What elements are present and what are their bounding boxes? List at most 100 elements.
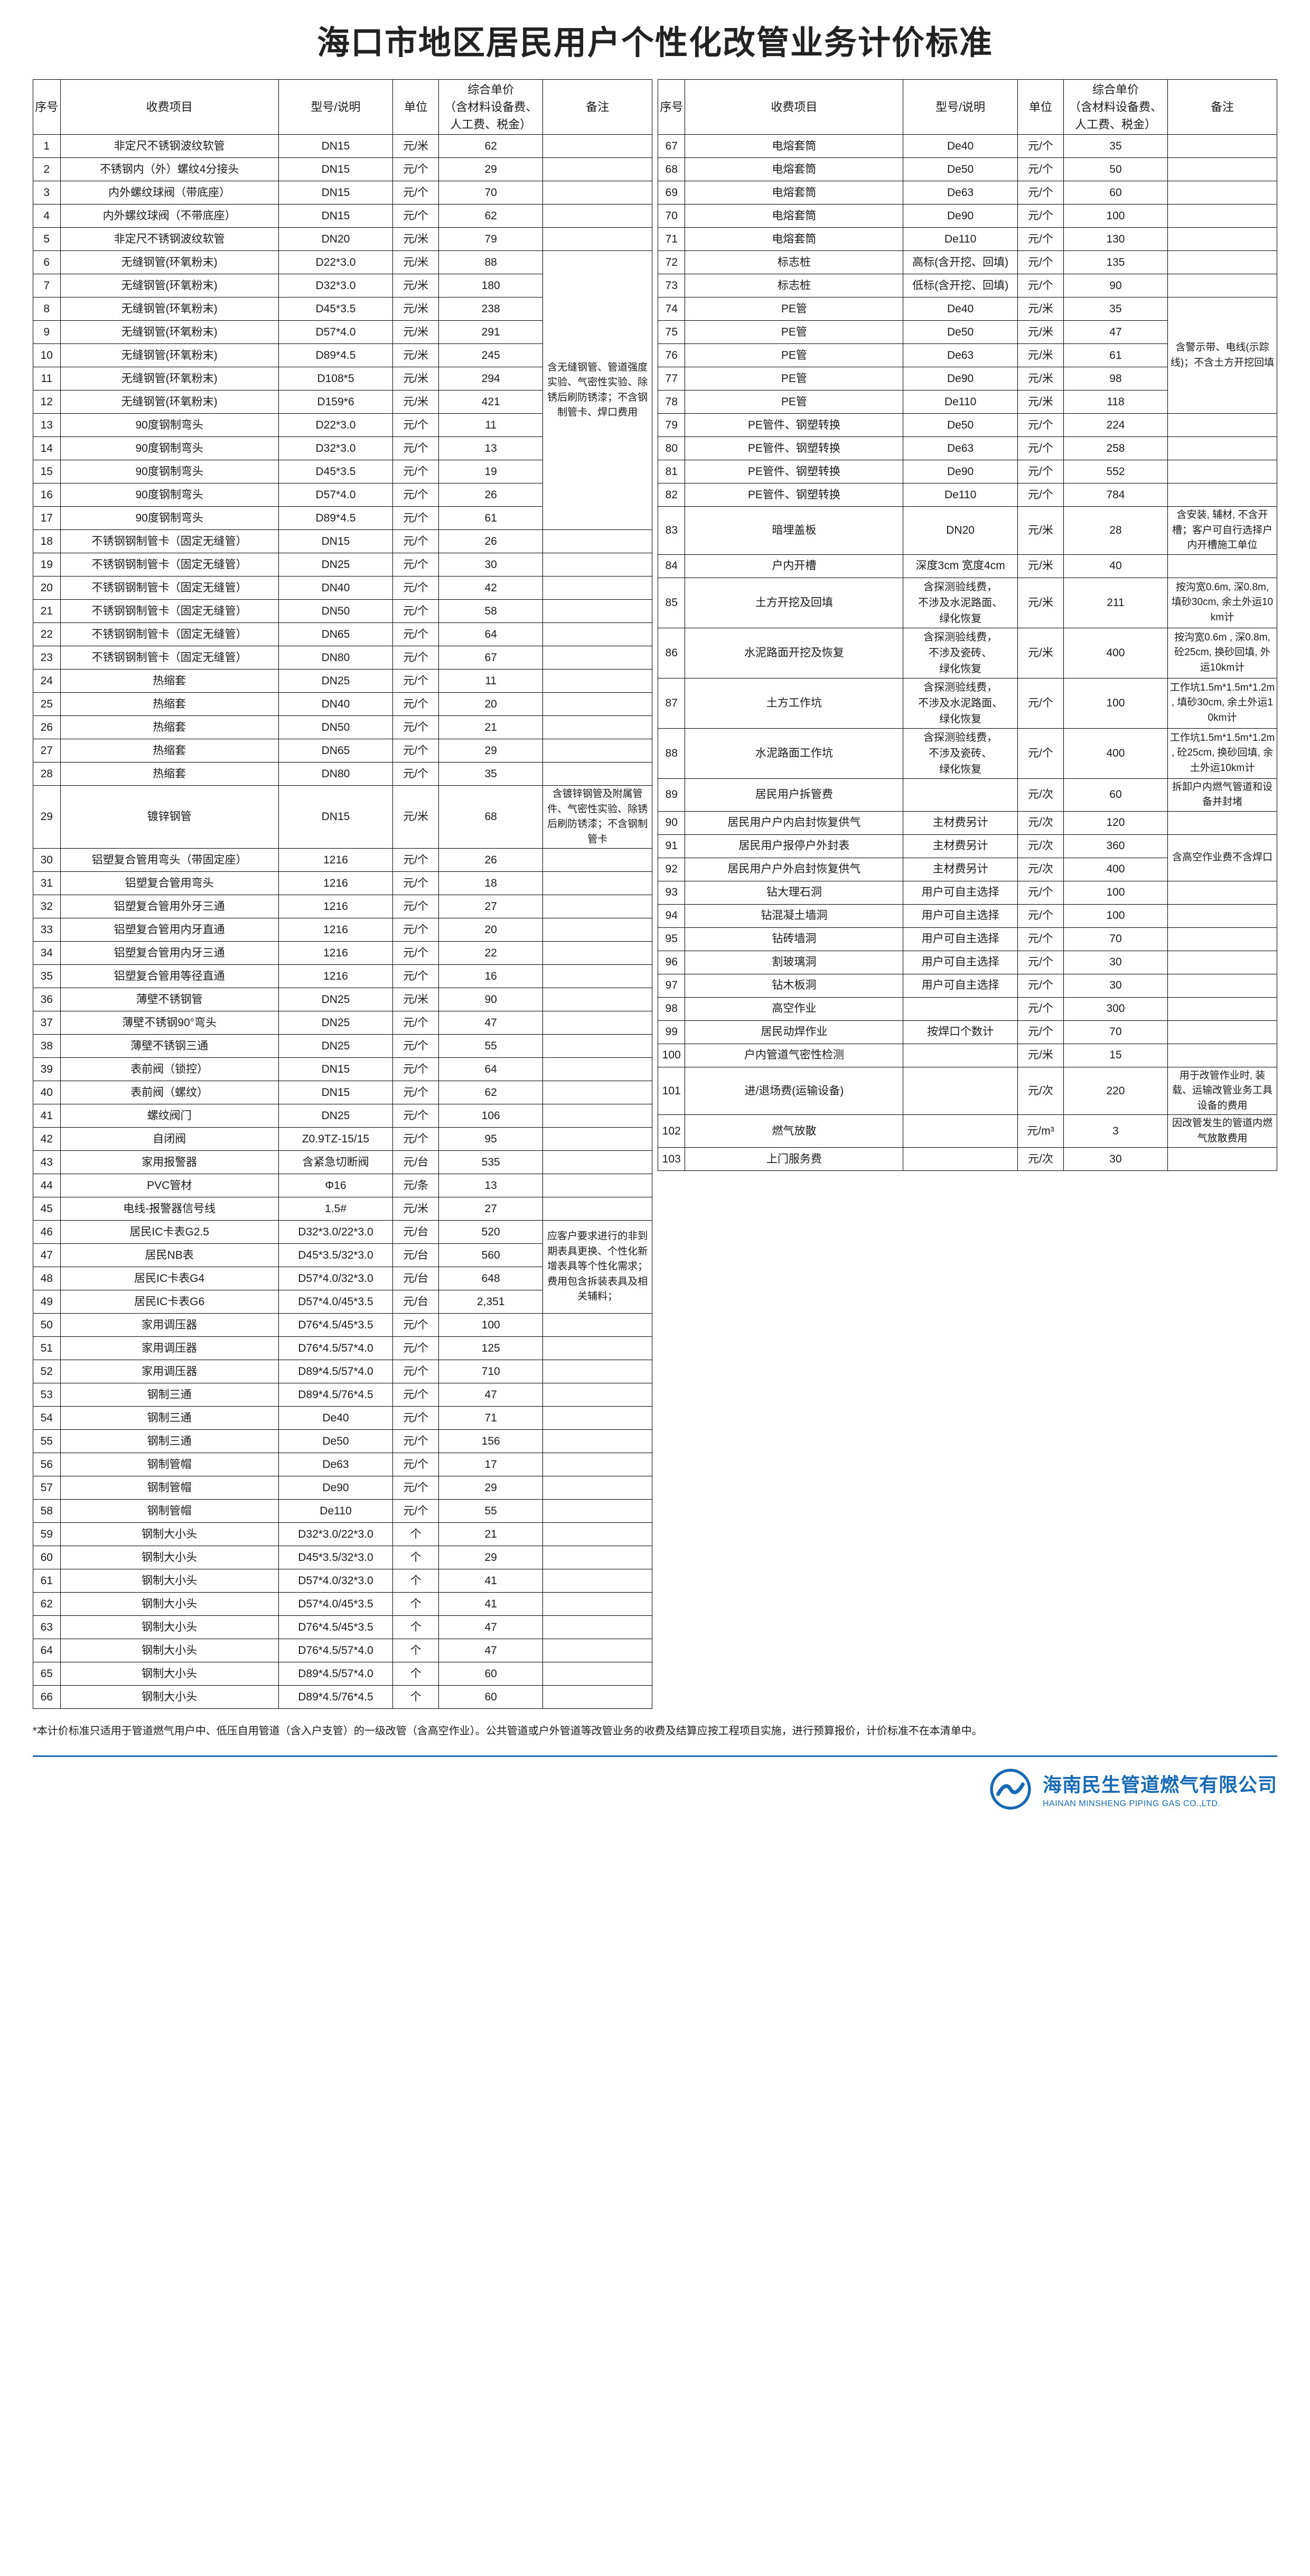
cell-price: 27 xyxy=(438,895,544,918)
cell-model: D32*3.0/22*3.0 xyxy=(278,1522,394,1546)
cell-price: 560 xyxy=(438,1243,544,1267)
cell-unit: 元/个 xyxy=(1017,997,1064,1021)
cell-item: 钢制三通 xyxy=(60,1383,279,1407)
cell-item: 铝塑复合管用内牙直通 xyxy=(60,918,279,942)
cell-note xyxy=(1167,554,1277,578)
cell-unit: 个 xyxy=(392,1569,439,1593)
cell-model: D45*3.5 xyxy=(278,297,394,321)
cell-no: 17 xyxy=(33,506,61,530)
cell-item: 90度钢制弯头 xyxy=(60,460,279,483)
cell-price: 300 xyxy=(1063,997,1168,1021)
table-row: 55 钢制三通 De50 元/个 156 xyxy=(33,1429,653,1453)
table-row: 45 电线-报警器信号线 1.5# 元/米 27 xyxy=(33,1197,653,1221)
cell-model: De110 xyxy=(278,1499,394,1523)
cell-unit: 元/个 xyxy=(392,1406,439,1430)
table-body-left: 1 非定尺不锈钢波纹软管 DN15 元/米 62 2 不锈钢内（外）螺纹4分接头 DN15 元/… xyxy=(33,134,653,1709)
cell-unit: 元/个 xyxy=(1017,157,1064,181)
cell-model: D57*4.0/32*3.0 xyxy=(278,1569,394,1593)
cell-note xyxy=(542,553,653,576)
cell-model: DN25 xyxy=(278,1034,394,1058)
cell-note xyxy=(1167,1043,1277,1067)
cell-model xyxy=(903,1043,1018,1067)
cell-no: 14 xyxy=(33,436,61,460)
cell-item: PE管 xyxy=(685,390,904,414)
cell-no: 1 xyxy=(33,134,61,158)
cell-model: De90 xyxy=(278,1476,394,1500)
cell-model: D76*4.5/57*4.0 xyxy=(278,1336,394,1360)
cell-model: De110 xyxy=(903,390,1018,414)
cell-no: 74 xyxy=(657,297,686,321)
table-row: 54 钢制三通 De40 元/个 71 xyxy=(33,1406,653,1430)
cell-unit: 元/次 xyxy=(1017,1066,1064,1115)
cell-model: De110 xyxy=(903,483,1018,507)
cell-unit: 元/个 xyxy=(1017,677,1064,729)
table-row: 68 电熔套筒 De50 元/个 50 xyxy=(657,157,1277,181)
cell-price: 29 xyxy=(438,739,544,762)
cell-price: 62 xyxy=(438,134,544,158)
cell-item: 螺纹阀门 xyxy=(60,1104,279,1128)
cell-item: 无缝钢管(环氧粉末) xyxy=(60,297,279,321)
col-header-item: 收费项目 xyxy=(60,79,279,135)
cell-unit: 元/个 xyxy=(392,739,439,762)
table-row: 93 钻大理石洞 用户可自主选择 元/个 100 xyxy=(657,880,1277,905)
cell-no: 21 xyxy=(33,599,61,623)
table-row: 87 土方工作坑 含探测验线费， 不涉及水泥路面、 绿化恢复 元/个 100 工作坑1.5m*… xyxy=(657,677,1277,729)
cell-price: 88 xyxy=(438,250,544,274)
cell-item: 水泥路面工作坑 xyxy=(685,728,904,779)
cell-item: 钢制大小头 xyxy=(60,1592,279,1616)
price-header-line3: 人工费、税金） xyxy=(450,118,532,131)
cell-price: 29 xyxy=(438,1476,544,1500)
table-row: 80 PE管件、钢塑转换 De63 元/个 258 xyxy=(657,436,1277,460)
cell-note: 含高空作业费不含焊口 xyxy=(1167,834,1277,881)
cell-unit: 元/个 xyxy=(392,1081,439,1104)
table-row: 8 无缝钢管(环氧粉末) D45*3.5 元/米 238 xyxy=(33,297,652,321)
cell-note xyxy=(542,1081,653,1104)
cell-no: 52 xyxy=(33,1360,61,1383)
table-body-right: 67 电熔套筒 De40 元/个 35 68 电熔套筒 De50 元/个 50 69 电熔套筒 De63… xyxy=(657,134,1277,1171)
cell-note xyxy=(542,1197,653,1221)
cell-unit: 元/次 xyxy=(1017,834,1064,858)
cell-no: 68 xyxy=(657,157,686,181)
cell-price: 30 xyxy=(1063,973,1168,998)
cell-note xyxy=(542,1383,653,1407)
cell-no: 72 xyxy=(657,250,686,274)
table-row: 69 电熔套筒 De63 元/个 60 xyxy=(657,181,1277,204)
cell-price: 535 xyxy=(438,1150,544,1174)
cell-item: 居民用户拆管费 xyxy=(685,778,904,812)
cell-model: D89*4.5/57*4.0 xyxy=(278,1360,394,1383)
table-row: 100 户内管道气密性检测 元/米 15 xyxy=(657,1043,1277,1067)
cell-model: Z0.9TZ-15/15 xyxy=(278,1127,394,1151)
cell-model: De90 xyxy=(903,204,1018,228)
cell-unit: 元/米 xyxy=(1017,367,1064,390)
cell-unit: 元/台 xyxy=(392,1290,439,1314)
cell-item: 90度钢制弯头 xyxy=(60,413,279,437)
cell-no: 81 xyxy=(657,460,686,483)
cell-note: 因改管发生的管道内燃气放散费用 xyxy=(1167,1114,1277,1148)
cell-price: 400 xyxy=(1063,627,1168,678)
cell-unit: 元/米 xyxy=(1017,506,1064,555)
cell-model: 用户可自主选择 xyxy=(903,904,1018,928)
cell-model: D45*3.5 xyxy=(278,460,394,483)
cell-model: De40 xyxy=(278,1406,394,1430)
cell-unit: 元/个 xyxy=(392,692,439,716)
cell-model: 含紧急切断阀 xyxy=(278,1150,394,1174)
cell-no: 44 xyxy=(33,1174,61,1197)
cell-unit: 元/个 xyxy=(392,848,439,872)
cell-no: 86 xyxy=(657,627,686,678)
cell-item: 家用调压器 xyxy=(60,1336,279,1360)
cell-price: 35 xyxy=(1063,134,1168,158)
table-row: 66 钢制大小头 D89*4.5/76*4.5 个 60 xyxy=(33,1685,653,1709)
cell-item: 镀锌钢管 xyxy=(60,785,279,849)
table-row: 62 钢制大小头 D57*4.0/45*3.5 个 41 xyxy=(33,1592,653,1616)
pricing-table-left: 序号 收费项目 型号/说明 单位 综合单价 （含材料设备费、 人工费、税金） 备… xyxy=(33,79,653,1709)
cell-model: DN25 xyxy=(278,669,394,693)
cell-unit: 元/个 xyxy=(392,1360,439,1383)
cell-model: 用户可自主选择 xyxy=(903,880,1018,905)
cell-unit: 元/个 xyxy=(1017,483,1064,507)
cell-unit: 元/个 xyxy=(392,964,439,988)
cell-no: 69 xyxy=(657,181,686,204)
cell-note xyxy=(542,227,653,251)
cell-note xyxy=(542,988,653,1011)
cell-item: 钢制三通 xyxy=(60,1406,279,1430)
